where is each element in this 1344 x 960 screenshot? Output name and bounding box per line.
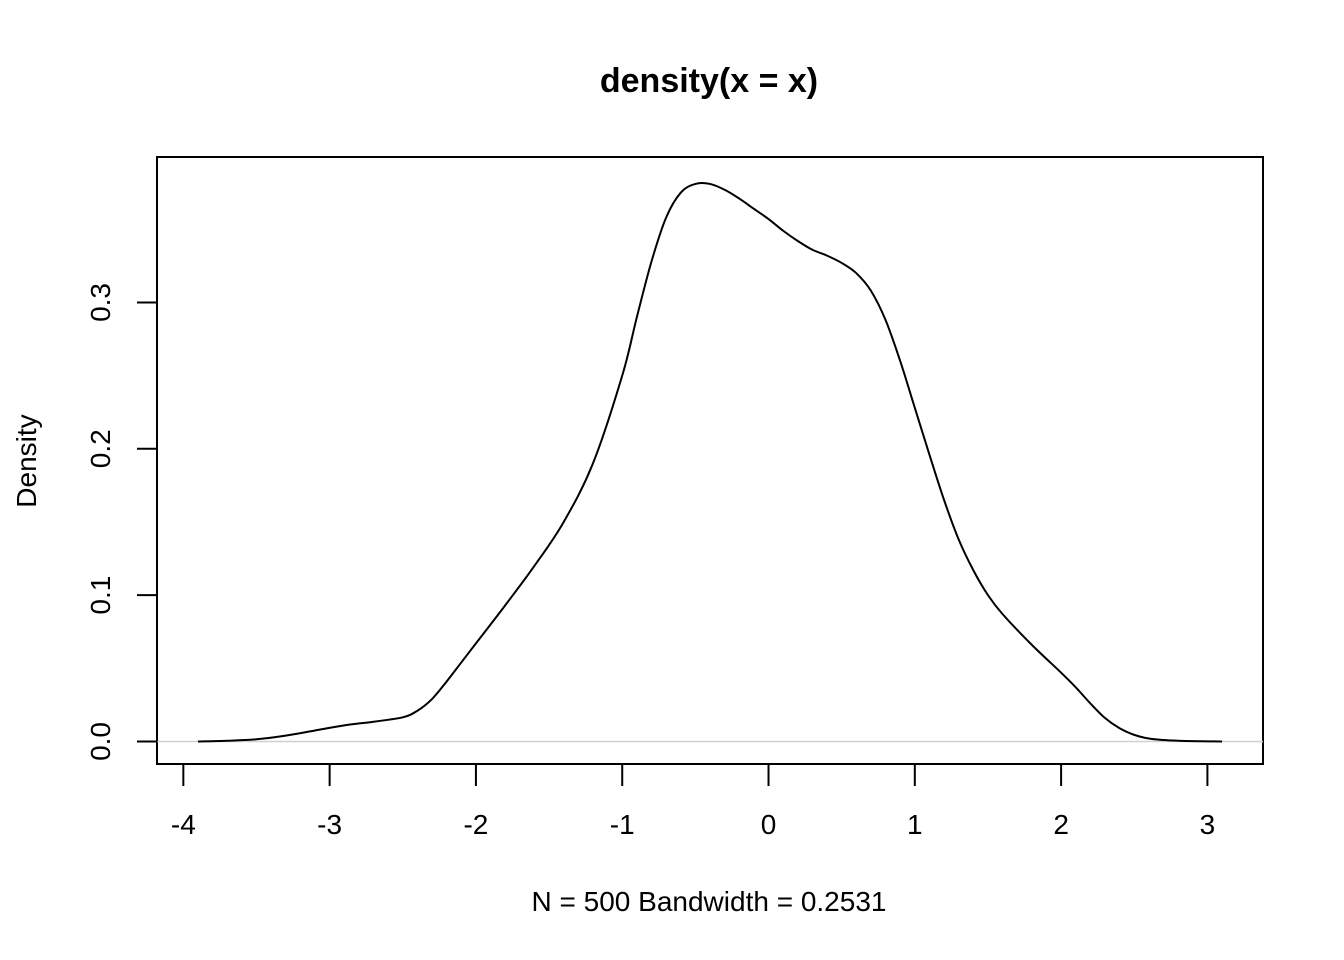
y-tick-label: 0.2 bbox=[85, 429, 116, 468]
x-tick-label: -4 bbox=[171, 809, 196, 840]
x-tick-label: -3 bbox=[317, 809, 342, 840]
density-curve bbox=[197, 182, 1223, 743]
x-tick-label: -2 bbox=[463, 809, 488, 840]
plot-frame bbox=[156, 156, 1264, 765]
y-axis: 0.0 0.1 0.2 0.3 bbox=[85, 283, 158, 761]
y-tick-label: 0.0 bbox=[85, 722, 116, 761]
x-tick-label: -1 bbox=[610, 809, 635, 840]
x-tick-label: 2 bbox=[1053, 809, 1069, 840]
y-tick-label: 0.1 bbox=[85, 576, 116, 615]
x-tick-label: 1 bbox=[907, 809, 923, 840]
x-tick-label: 3 bbox=[1200, 809, 1216, 840]
x-tick-label: 0 bbox=[761, 809, 777, 840]
x-axis: -4 -3 -2 -1 0 1 2 3 bbox=[171, 763, 1216, 840]
y-tick-label: 0.3 bbox=[85, 283, 116, 322]
chart-title: density(x = x) bbox=[600, 62, 818, 100]
y-axis-label: Density bbox=[11, 414, 42, 507]
x-axis-label: N = 500 Bandwidth = 0.2531 bbox=[532, 886, 887, 917]
